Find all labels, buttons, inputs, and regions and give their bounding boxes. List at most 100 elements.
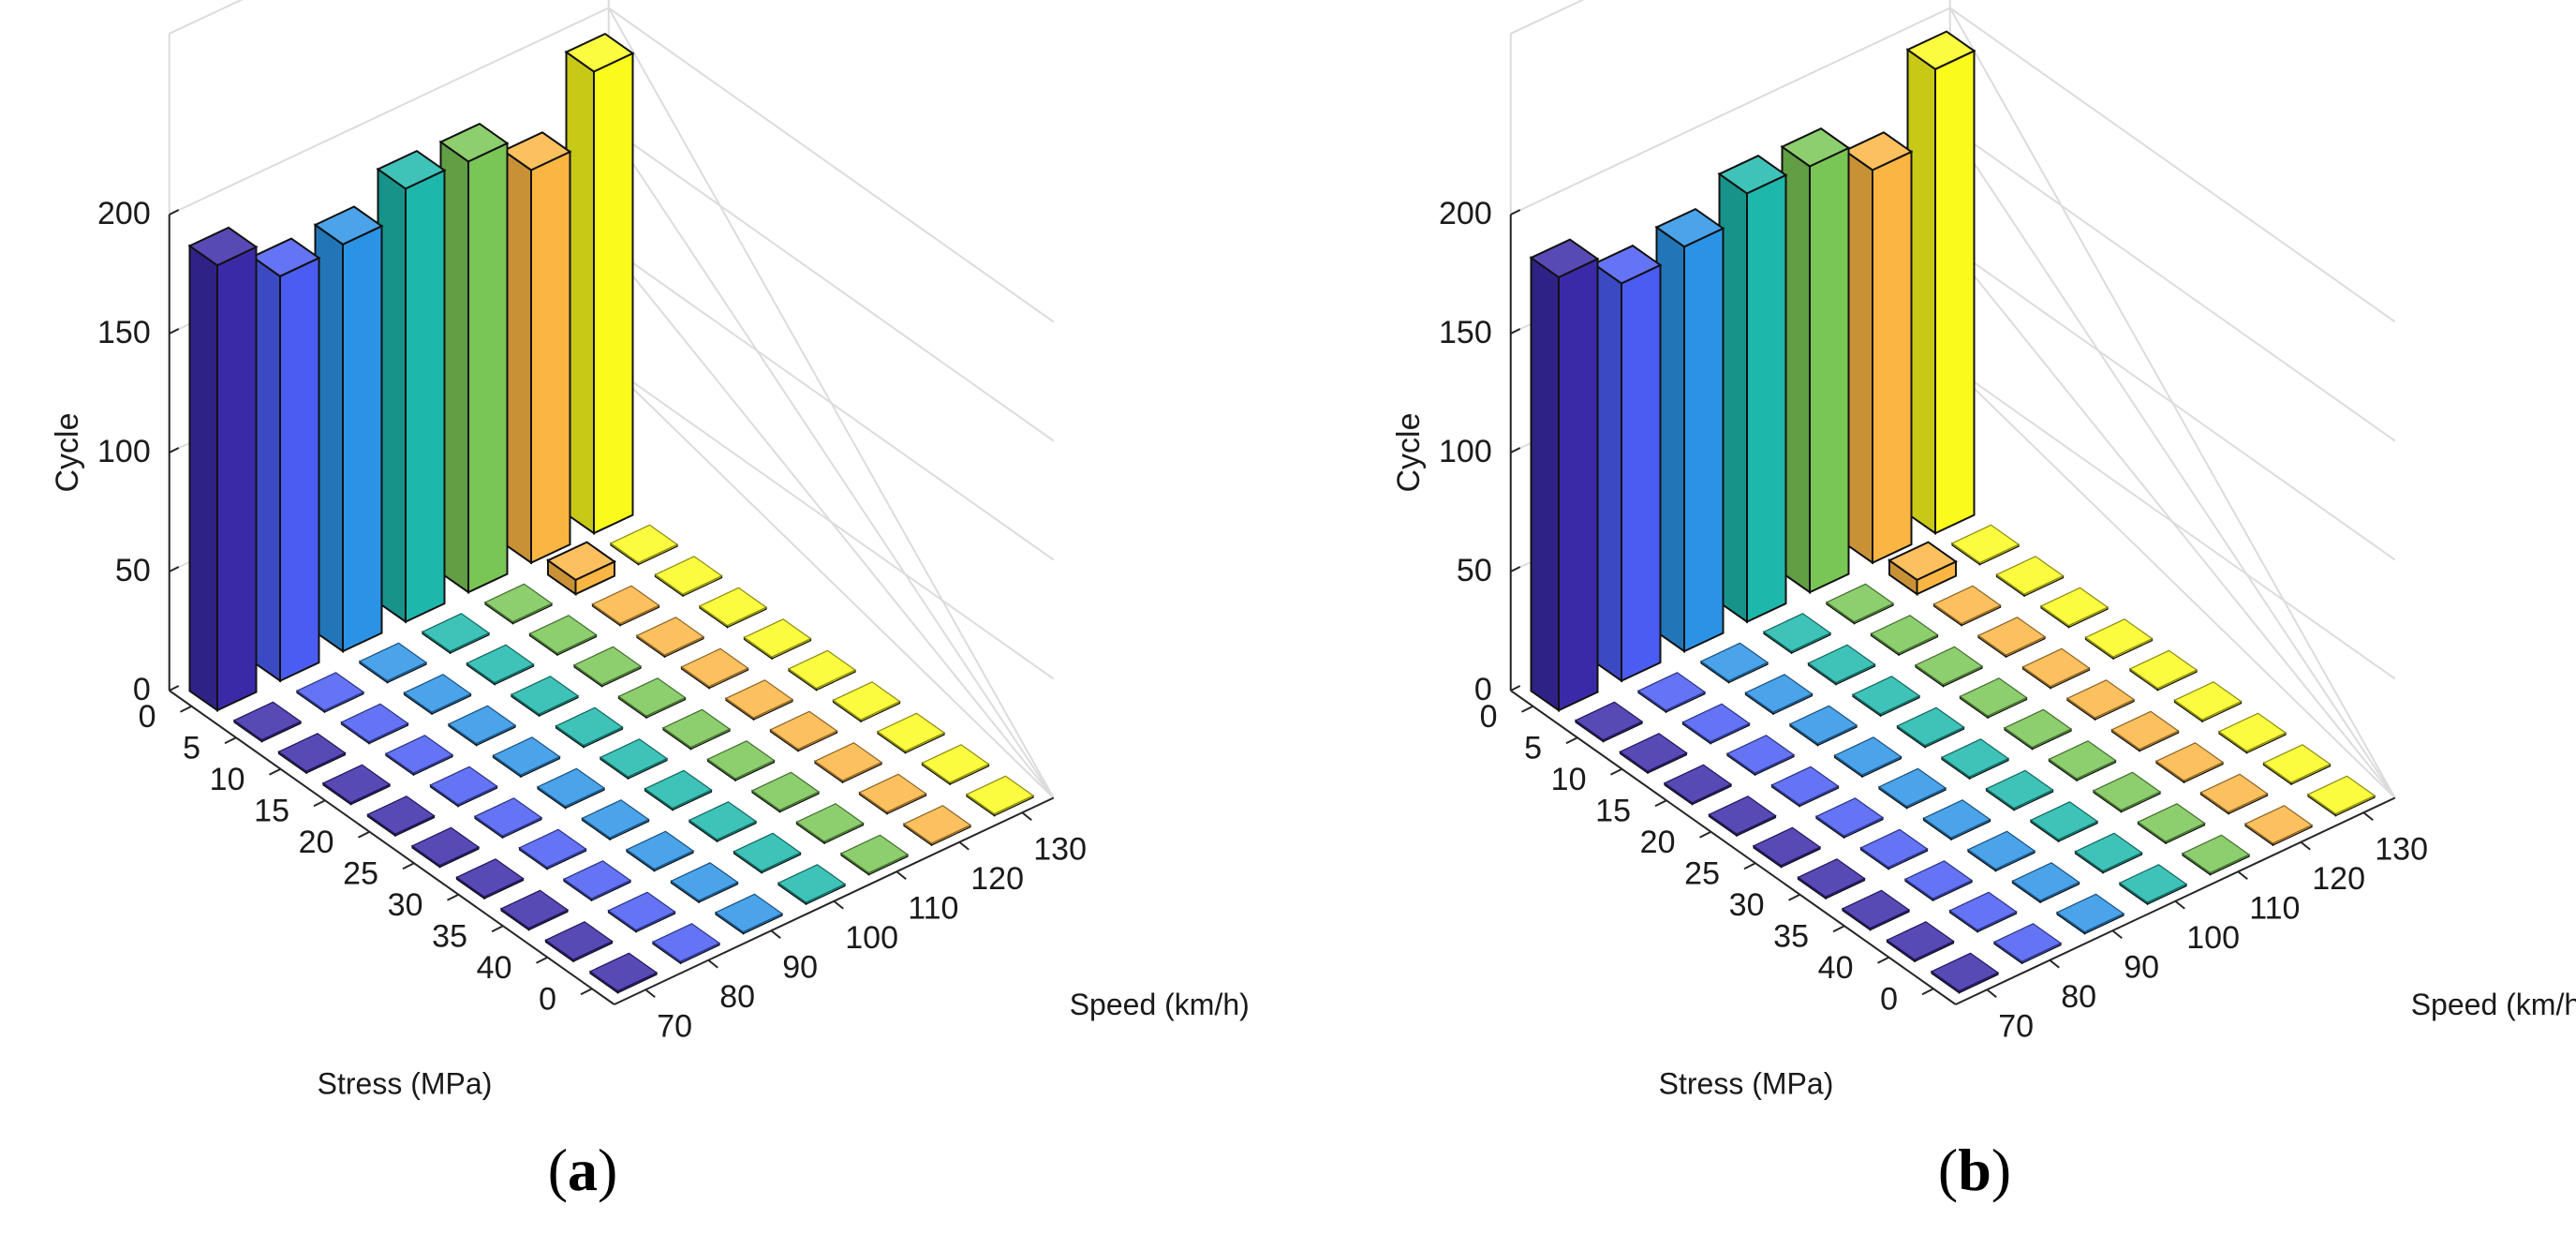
speed-tick-label: 130 <box>2375 831 2428 867</box>
bar-top <box>1619 733 1688 772</box>
bar <box>1529 238 1600 713</box>
bar-top <box>839 834 910 874</box>
bar <box>250 237 321 683</box>
stress-tick-label: 35 <box>432 918 467 954</box>
bar <box>277 733 347 775</box>
bar <box>609 524 679 566</box>
stress-tick <box>447 893 459 901</box>
speed-tick <box>896 870 907 881</box>
bar <box>2137 803 2206 845</box>
stress-tick <box>269 767 281 776</box>
bar-top <box>2084 618 2154 658</box>
bar-top <box>625 830 695 870</box>
bar-top <box>1959 677 2028 717</box>
bar <box>1574 701 1644 743</box>
speed-tick <box>1021 811 1032 822</box>
stress-axis-label: Stress (MPa) <box>318 1066 493 1100</box>
bar <box>1985 769 2054 811</box>
bar-top <box>1932 585 2002 625</box>
grid-line <box>608 245 1055 561</box>
bar-top <box>384 735 454 774</box>
speed-axis-label: Speed (km/h) <box>1070 988 1250 1021</box>
stress-tick-label: 30 <box>388 887 423 923</box>
bar-top <box>492 736 561 776</box>
bar-top <box>1896 706 1965 747</box>
bar <box>858 773 927 815</box>
bar-top <box>1843 131 1914 171</box>
bar <box>813 742 883 784</box>
bar <box>1825 583 1895 625</box>
bar-top <box>313 205 384 245</box>
bar-top <box>447 705 517 745</box>
bar-top <box>1976 617 2047 656</box>
bar-top <box>2074 832 2143 872</box>
bar-top <box>2243 805 2314 844</box>
bar <box>581 799 650 841</box>
bar-top <box>661 708 732 749</box>
bar-top <box>2128 649 2198 690</box>
bar-top <box>2306 775 2376 815</box>
speed-tick-label: 100 <box>2186 920 2240 956</box>
bar <box>2029 801 2099 843</box>
bar-top <box>2137 803 2206 842</box>
stress-tick-label: 0 <box>1880 981 1898 1017</box>
bar <box>2243 805 2314 847</box>
grid-line <box>1949 126 2396 442</box>
bar-top <box>858 773 927 813</box>
bar <box>1950 524 2021 566</box>
bar-top <box>2154 742 2225 781</box>
z-tick-label: 50 <box>115 553 151 588</box>
bar-top <box>1752 826 1822 867</box>
bar-top <box>698 587 768 627</box>
bar <box>1843 131 1914 565</box>
stress-tick-label: 0 <box>139 699 156 735</box>
bar-top <box>277 733 347 772</box>
speed-tick-label: 110 <box>2249 890 2300 926</box>
bar-face <box>1530 256 1560 713</box>
bar-top <box>528 615 598 654</box>
bar <box>733 832 802 874</box>
bar-top <box>2181 834 2251 874</box>
bar-top <box>2039 587 2110 627</box>
bar-top <box>466 644 535 684</box>
bar <box>1752 826 1822 869</box>
bar-top <box>1591 245 1663 285</box>
bar-face <box>342 224 383 653</box>
bar <box>1681 703 1751 745</box>
stress-tick <box>1921 988 1934 996</box>
bar <box>2118 864 2188 906</box>
z-tick <box>169 685 180 691</box>
bar-top <box>564 32 635 73</box>
panel-label-a-letter: a <box>568 1137 598 1203</box>
bar <box>661 708 732 751</box>
stress-tick <box>1832 925 1845 933</box>
stress-tick <box>580 988 593 996</box>
bar <box>706 740 776 782</box>
stress-tick-label: 15 <box>254 793 289 828</box>
speed-tick <box>2049 959 2060 969</box>
bar <box>1877 767 1947 810</box>
grid-line <box>1949 7 2396 323</box>
bar-top <box>1699 642 1769 682</box>
bar <box>1914 646 1984 688</box>
bar-top <box>501 131 572 171</box>
bar <box>1591 245 1663 683</box>
bar-top <box>1807 644 1876 684</box>
grid-line <box>608 364 1055 680</box>
bar-top <box>1886 921 1955 960</box>
bar-top <box>2055 893 2125 933</box>
bar-top <box>546 541 616 582</box>
bar <box>384 735 454 777</box>
bar-top <box>2065 679 2136 719</box>
bar <box>635 617 705 659</box>
bar-top <box>787 649 857 690</box>
panel-label-a: (a) <box>548 1137 618 1203</box>
bar <box>421 613 491 655</box>
bar-top <box>2029 801 2099 840</box>
grid-line <box>169 0 244 35</box>
bar <box>2048 740 2117 782</box>
bar-top <box>617 677 687 717</box>
speed-tick-label: 110 <box>908 890 958 926</box>
bar <box>2065 679 2136 721</box>
